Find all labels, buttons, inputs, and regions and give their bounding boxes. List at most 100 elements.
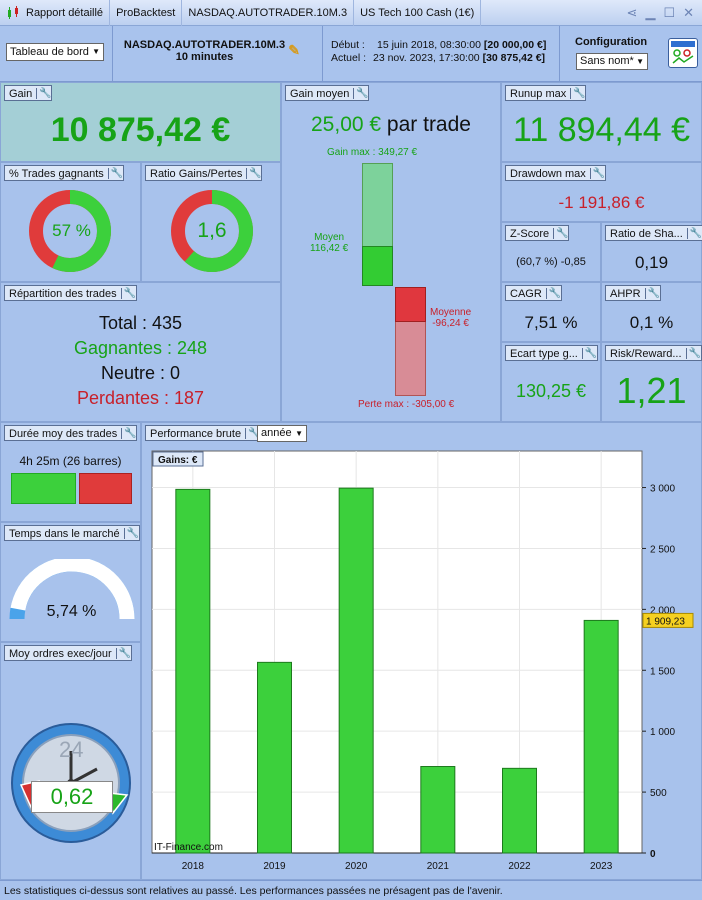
loss-bar-moyenne xyxy=(395,287,426,322)
edit-icon[interactable]: ✎ xyxy=(288,42,300,58)
wrench-icon[interactable]: 🔧 xyxy=(685,348,701,359)
view-select[interactable]: Tableau de bord ▼ xyxy=(6,43,104,61)
candlestick-icon xyxy=(8,5,18,19)
runup-value: 11 894,44 € xyxy=(512,111,691,149)
temps-title-label: Temps dans le marché xyxy=(9,527,120,540)
duree-value: 4h 25m (26 barres) xyxy=(19,454,122,468)
x-tick-label: 2022 xyxy=(508,861,531,872)
start-date: 15 juin 2018, 08:30:00 xyxy=(377,39,481,51)
wrench-icon[interactable]: 🔧 xyxy=(121,428,137,439)
x-tick-label: 2019 xyxy=(263,861,286,872)
win-pct-title[interactable]: % Trades gagnants 🔧 xyxy=(4,165,124,181)
repartition-title[interactable]: Répartition des trades 🔧 xyxy=(4,285,137,301)
win-pct-donut xyxy=(29,190,111,272)
risk-value: 1,21 xyxy=(616,370,687,411)
sharpe-value: 0,19 xyxy=(634,253,669,272)
zscore-title[interactable]: Z-Score 🔧 xyxy=(505,225,570,241)
risk-panel: Risk/Reward... 🔧 1,21 xyxy=(601,342,702,422)
period-select[interactable]: année ▼ xyxy=(257,425,307,442)
sharpe-title[interactable]: Ratio de Sha... 🔧 xyxy=(605,225,702,241)
ecart-title[interactable]: Ecart type g... 🔧 xyxy=(505,345,598,361)
chart-legend-label: Gains: € xyxy=(158,455,198,466)
bar-2021 xyxy=(420,766,456,854)
win-pct-panel: % Trades gagnants 🔧 57 % xyxy=(0,162,141,282)
runup-panel: Runup max 🔧 11 894,44 € xyxy=(501,82,702,162)
tab-system[interactable]: NASDAQ.AUTOTRADER.10M.3 xyxy=(182,0,355,26)
chart-legend xyxy=(152,451,204,467)
start-label: Début : xyxy=(331,39,365,51)
minimize-icon[interactable]: ▁ xyxy=(645,4,656,20)
y-tick-label: 0 xyxy=(650,849,656,860)
cagr-title[interactable]: CAGR 🔧 xyxy=(505,285,562,301)
y-tick-label: 2 500 xyxy=(650,544,675,555)
y-tick-label: 3 000 xyxy=(650,484,675,495)
moyen-value: 116,42 € xyxy=(310,243,349,254)
repartition-title-label: Répartition des trades xyxy=(9,287,117,300)
duree-title[interactable]: Durée moy des trades 🔧 xyxy=(4,425,138,441)
ordres-title-label: Moy ordres exec/jour xyxy=(9,647,112,660)
start-value: [20 000,00 €] xyxy=(483,39,547,51)
ratio-title[interactable]: Ratio Gains/Pertes 🔧 xyxy=(145,165,263,181)
duree-win-bar xyxy=(11,473,76,504)
temps-gauge-fill xyxy=(10,559,135,620)
chevron-down-icon: ▼ xyxy=(92,47,100,56)
wrench-icon[interactable]: 🔧 xyxy=(123,528,139,539)
wrench-icon[interactable]: 🔧 xyxy=(245,428,261,439)
config-select[interactable]: Sans nom* ▼ xyxy=(576,53,648,70)
wrench-icon[interactable]: 🔧 xyxy=(589,168,605,179)
repartition-total: Total : 435 xyxy=(98,313,183,333)
repartition-perdantes: Perdantes : 187 xyxy=(76,388,205,408)
runup-title-label: Runup max xyxy=(510,87,567,100)
wrench-icon[interactable]: 🔧 xyxy=(36,88,52,99)
perf-title[interactable]: Performance brute 🔧 xyxy=(145,425,262,441)
drawdown-title[interactable]: Drawdown max 🔧 xyxy=(505,165,606,181)
current-date: 23 nov. 2023, 17:30:00 xyxy=(373,52,480,64)
y-tick-label: 500 xyxy=(650,788,667,799)
gain-title[interactable]: Gain 🔧 xyxy=(4,85,53,101)
wrench-icon[interactable]: 🔧 xyxy=(553,228,569,239)
wrench-icon[interactable]: 🔧 xyxy=(353,88,369,99)
wrench-icon[interactable]: 🔧 xyxy=(246,168,262,179)
maximize-icon[interactable]: ☐ xyxy=(663,4,676,20)
period-select-value: année xyxy=(261,427,292,439)
tab-probacktest[interactable]: ProBacktest xyxy=(110,0,183,26)
gain-panel: Gain 🔧 10 875,42 € xyxy=(0,82,281,162)
tab-instrument[interactable]: US Tech 100 Cash (1€) xyxy=(354,0,482,26)
wrench-icon[interactable]: 🔧 xyxy=(644,288,660,299)
gain-moyen-value: 25,00 € xyxy=(311,113,382,136)
config-select-value: Sans nom* xyxy=(580,55,634,67)
wrench-icon[interactable]: 🔧 xyxy=(115,648,131,659)
moyen-label: Moyen 116,42 € xyxy=(310,232,348,254)
wrench-icon[interactable]: 🔧 xyxy=(545,288,561,299)
dashboard-settings-icon[interactable] xyxy=(668,38,698,68)
gain-moyen-title-label: Gain moyen xyxy=(290,87,350,100)
perte-max-label: Perte max : -305,00 € xyxy=(358,399,455,410)
ordres-title[interactable]: Moy ordres exec/jour 🔧 xyxy=(4,645,132,661)
ordres-value: 0,62 xyxy=(31,781,113,813)
drawdown-title-label: Drawdown max xyxy=(510,167,586,180)
ahpr-panel: AHPR 🔧 0,1 % xyxy=(601,282,702,342)
plot-area xyxy=(151,450,643,854)
moyen-text: Moyen xyxy=(314,232,345,243)
wrench-icon[interactable]: 🔧 xyxy=(686,228,702,239)
x-tick-label: 2021 xyxy=(427,861,450,872)
close-icon[interactable]: ✕ xyxy=(683,4,694,20)
y-tick-label: 1 500 xyxy=(650,666,675,677)
risk-title[interactable]: Risk/Reward... 🔧 xyxy=(605,345,702,361)
chevron-down-icon: ▼ xyxy=(295,429,303,438)
ahpr-title[interactable]: AHPR 🔧 xyxy=(605,285,661,301)
wrench-icon[interactable]: 🔧 xyxy=(107,168,123,179)
watermark: IT-Finance.com xyxy=(154,842,223,853)
x-tick-label: 2023 xyxy=(590,861,613,872)
gain-moyen-title[interactable]: Gain moyen 🔧 xyxy=(285,85,370,101)
wrench-icon[interactable]: 🔧 xyxy=(120,288,136,299)
zscore-title-label: Z-Score xyxy=(510,227,550,240)
runup-title[interactable]: Runup max 🔧 xyxy=(505,85,587,101)
tab-rapport[interactable]: Rapport détaillé xyxy=(0,0,111,26)
cagr-panel: CAGR 🔧 7,51 % xyxy=(501,282,601,342)
wrench-icon[interactable]: 🔧 xyxy=(570,88,586,99)
ordres-panel: Moy ordres exec/jour 🔧 24 0,62 xyxy=(0,642,141,880)
temps-title[interactable]: Temps dans le marché 🔧 xyxy=(4,525,140,541)
share-icon[interactable]: ⋖ xyxy=(626,4,638,20)
wrench-icon[interactable]: 🔧 xyxy=(581,348,597,359)
